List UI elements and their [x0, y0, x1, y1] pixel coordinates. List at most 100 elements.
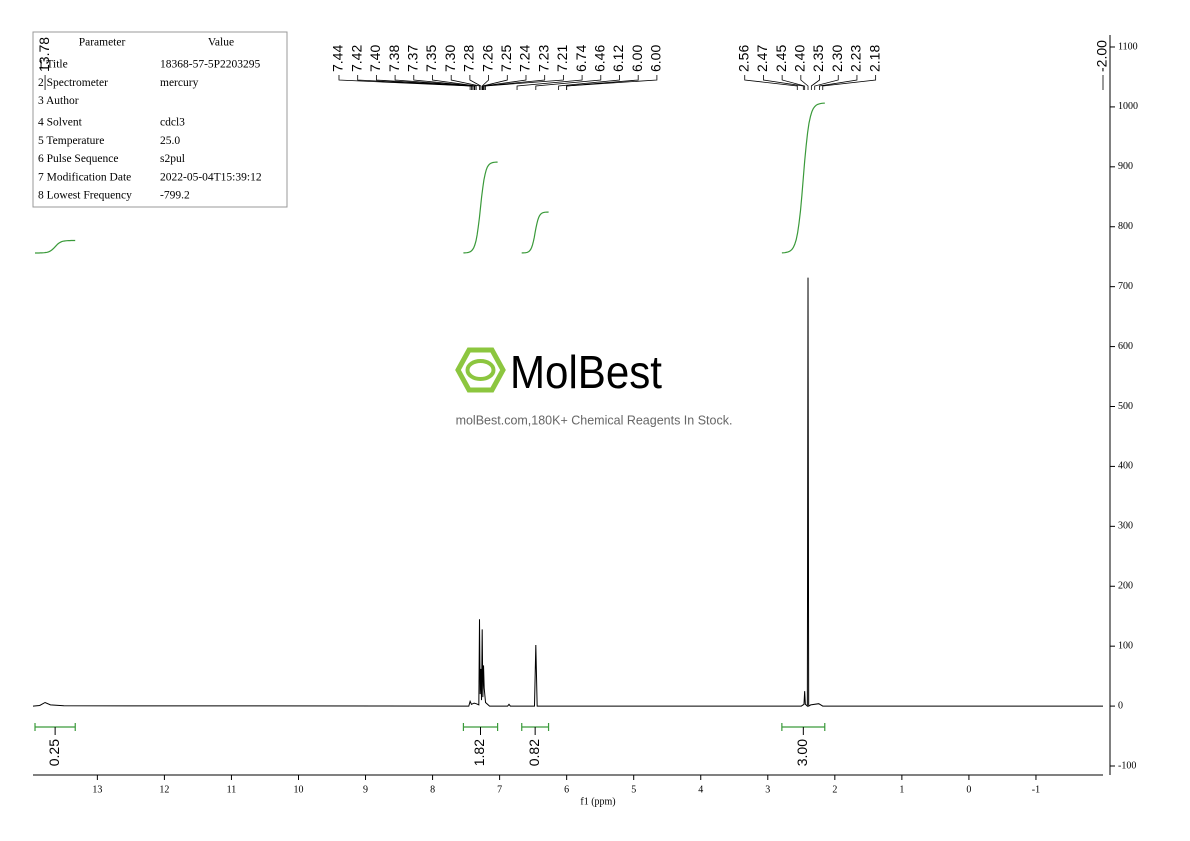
logo-ring	[465, 359, 496, 381]
x-tick-label: 11	[227, 784, 237, 795]
table-cell: 2 Spectrometer	[38, 77, 108, 89]
peak-leader	[800, 75, 809, 90]
x-axis-label: f1 (ppm)	[580, 796, 615, 807]
peak-label: 7.38	[386, 45, 402, 72]
y-tick-label: 200	[1118, 581, 1133, 592]
peak-leader	[810, 75, 820, 90]
watermark-tagline: molBest.com,180K+ Chemical Reagents In S…	[456, 413, 733, 427]
table-cell: mercury	[160, 77, 199, 89]
x-tick-label: 6	[564, 784, 569, 795]
table-cell: 18368-57-5P2203295	[160, 59, 261, 71]
x-tick-label: 13	[92, 784, 102, 795]
peak-leader	[744, 75, 798, 90]
x-tick-label: 0	[966, 784, 971, 795]
peak-label: 7.42	[348, 45, 364, 72]
table-cell: 7 Modification Date	[38, 171, 131, 183]
peak-leader	[516, 75, 583, 90]
peak-label: 7.44	[330, 45, 346, 72]
peak-leader	[819, 75, 858, 90]
peak-label: 2.45	[773, 45, 789, 72]
integral-label: 0.82	[526, 739, 542, 766]
integral-curve	[521, 211, 549, 254]
peak-leader	[469, 75, 482, 90]
table-cell: 5 Temperature	[38, 135, 104, 147]
table-cell: 8 Lowest Frequency	[38, 190, 132, 202]
y-tick-label: 500	[1118, 401, 1133, 412]
peak-label: 7.28	[461, 45, 477, 72]
integral-curve	[781, 102, 825, 254]
x-tick-label: 10	[293, 784, 303, 795]
peak-label: 7.24	[517, 45, 533, 72]
peak-label: 7.35	[423, 45, 439, 72]
table-cell: 2022-05-04T15:39:12	[160, 171, 262, 183]
y-tick-label: 0	[1118, 700, 1123, 711]
integral-label: 0.25	[46, 739, 62, 766]
y-tick-label: 600	[1118, 341, 1133, 352]
peak-label: -2.00	[1094, 40, 1110, 72]
peak-leader	[375, 75, 474, 90]
peak-leader	[781, 75, 806, 90]
x-tick-label: 12	[159, 784, 169, 795]
logo-hexagon	[455, 347, 506, 393]
integral-curve	[35, 239, 76, 254]
integral-label: 1.82	[471, 739, 487, 766]
peak-label: 2.35	[810, 45, 826, 72]
table-border	[32, 31, 288, 208]
table-cell: -799.2	[160, 190, 190, 202]
peak-label: 2.18	[866, 45, 882, 72]
watermark-brand: MolBest	[510, 346, 662, 398]
peak-label: 7.26	[479, 45, 495, 72]
peak-leader	[394, 75, 475, 90]
peak-leader	[481, 75, 489, 90]
x-tick-label: 4	[698, 784, 703, 795]
peak-leader	[535, 75, 602, 90]
peak-label: 6.74	[573, 45, 589, 72]
peak-label: 7.25	[498, 45, 514, 72]
x-tick-label: 1	[899, 784, 904, 795]
peak-label: 2.40	[792, 45, 808, 72]
table-cell: s2pul	[160, 153, 185, 165]
peak-leader	[558, 75, 620, 90]
y-tick-label: 1000	[1118, 101, 1138, 112]
y-tick-label: -100	[1118, 760, 1136, 771]
y-tick-label: 100	[1118, 640, 1133, 651]
peak-leader	[822, 75, 877, 90]
peak-label: 7.37	[404, 45, 420, 72]
x-tick-label: 8	[430, 784, 435, 795]
x-tick-label: -1	[1032, 784, 1040, 795]
x-tick-label: 2	[832, 784, 837, 795]
table-cell: 3 Author	[38, 95, 79, 107]
y-tick-label: 700	[1118, 281, 1133, 292]
table-header: Parameter	[79, 37, 126, 49]
table-cell: 4 Solvent	[38, 117, 83, 129]
peak-leader	[413, 75, 476, 90]
peak-label: 2.23	[848, 45, 864, 72]
y-tick-label: 800	[1118, 221, 1133, 232]
peak-label: 13.78	[36, 37, 52, 72]
y-tick-label: 1100	[1118, 41, 1138, 52]
peak-label: 7.21	[554, 45, 570, 72]
peak-leader	[357, 75, 472, 90]
x-tick-label: 9	[363, 784, 368, 795]
peak-leader	[482, 75, 508, 90]
peak-label: 6.00	[629, 45, 645, 72]
peak-label: 7.30	[442, 45, 458, 72]
peak-leader	[450, 75, 480, 90]
peak-leader	[814, 75, 839, 90]
peak-label: 2.47	[754, 45, 770, 72]
x-tick-label: 7	[497, 784, 502, 795]
spectrum-line	[32, 277, 1103, 708]
integral-curve	[463, 161, 498, 254]
table-header: Value	[208, 37, 234, 49]
y-tick-label: 900	[1118, 161, 1133, 172]
table-cell: 25.0	[160, 135, 180, 147]
peak-label: 6.00	[648, 45, 664, 72]
peak-label: 6.12	[610, 45, 626, 72]
peak-label: 2.56	[735, 45, 751, 72]
table-cell: 6 Pulse Sequence	[38, 153, 118, 165]
y-tick-label: 400	[1118, 461, 1133, 472]
peak-leader	[338, 75, 471, 90]
peak-leader	[566, 75, 658, 90]
peak-leader	[483, 75, 527, 90]
table-cell: 1 Title	[38, 59, 68, 71]
